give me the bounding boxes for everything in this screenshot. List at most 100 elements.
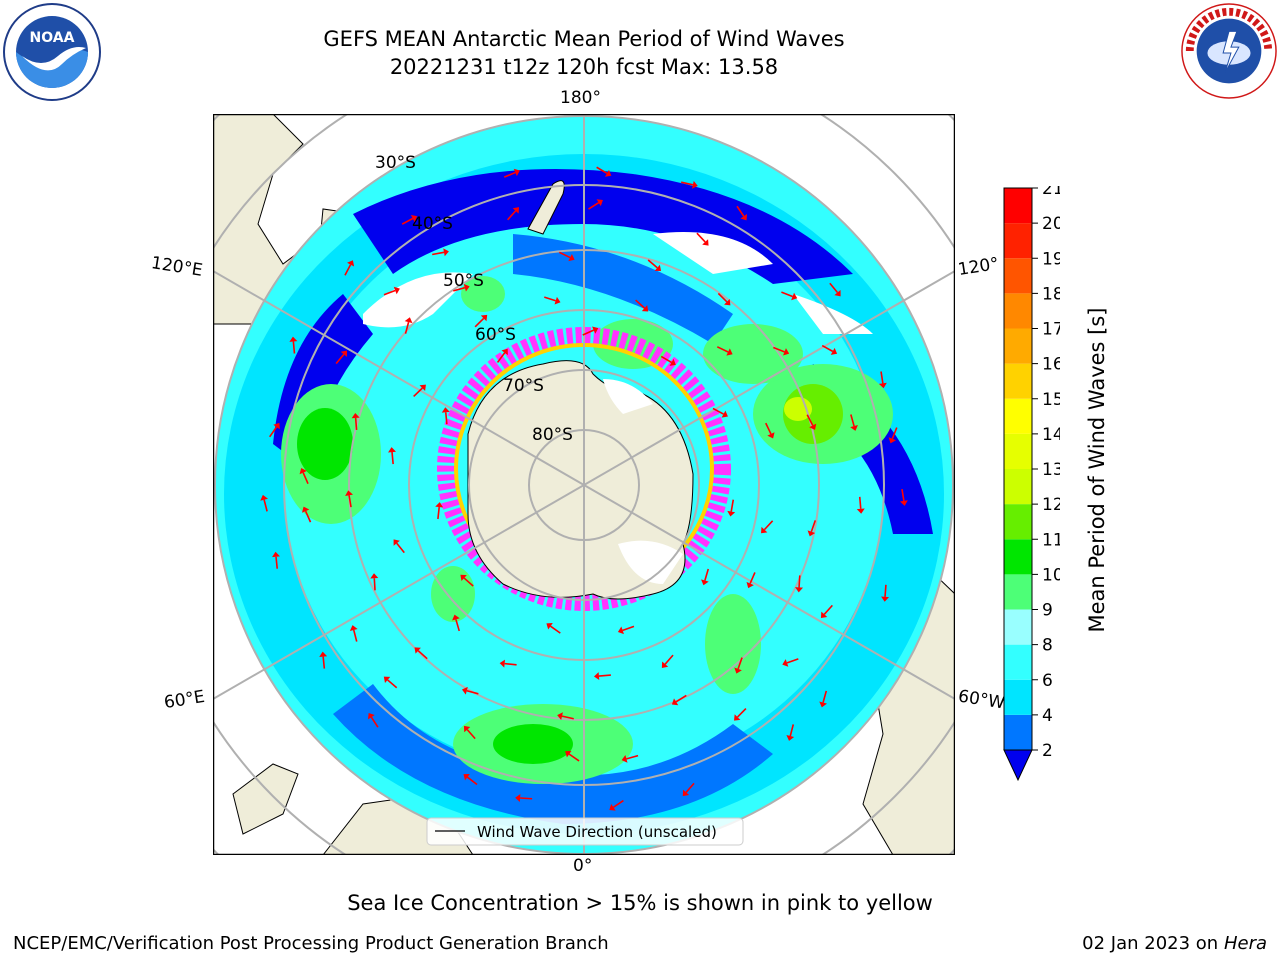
wind-arrow-head <box>783 348 790 356</box>
wind-arrow-shaft <box>737 657 743 670</box>
wind-arrow-head <box>726 348 733 356</box>
wind-arrow-shaft <box>626 754 639 760</box>
wind-arrow-shaft <box>749 572 756 584</box>
wind-arrow-shaft <box>496 352 506 363</box>
wind-arrow-shaft <box>823 604 833 615</box>
wind-arrow-shaft <box>588 202 600 210</box>
wind-arrow-shaft <box>520 797 533 800</box>
wind-arrow-shaft <box>880 371 884 384</box>
wind-arrow-head <box>349 625 358 631</box>
wind-arrow-head <box>347 260 355 267</box>
wind-arrow-head <box>463 283 470 292</box>
wind-arrow-head <box>565 750 572 758</box>
wind-arrow-head <box>260 494 268 501</box>
wind-arrow-shaft <box>685 782 695 793</box>
wind-arrow-head <box>463 774 470 781</box>
colorbar-tick-label: 21 <box>1042 186 1060 199</box>
wind-arrow-shaft <box>507 210 517 221</box>
wind-arrow-shaft <box>463 577 474 587</box>
wind-arrow-head <box>621 754 628 763</box>
wind-arrow-head <box>568 254 575 262</box>
wind-arrow-head <box>721 410 728 418</box>
wind-arrow-head <box>443 248 449 257</box>
wind-arrow-head <box>460 574 467 582</box>
wind-arrow-shaft <box>413 387 423 397</box>
wind-arrow-head <box>682 789 690 797</box>
wind-arrow-head <box>830 347 838 355</box>
colorbar-segment <box>1004 504 1032 540</box>
colorbar-tick-label: 2 <box>1042 741 1053 761</box>
wind-arrow-head <box>546 622 553 630</box>
wind-arrow-shaft <box>444 412 448 425</box>
colorbar-segment <box>1004 609 1032 645</box>
wind-arrow-head <box>888 437 897 444</box>
wind-arrow-head <box>463 725 471 733</box>
lat-label-50s: 50°S <box>443 271 484 291</box>
wind-arrow-head <box>557 712 563 721</box>
wind-arrow-head <box>410 214 418 223</box>
wind-arrow-shaft <box>275 556 279 569</box>
date-host: Hera <box>1223 933 1267 954</box>
wind-arrow-shaft <box>466 729 476 740</box>
wind-arrow-shaft <box>789 724 795 737</box>
wind-arrow-shaft <box>474 317 485 328</box>
wind-arrow-head <box>671 698 679 706</box>
wind-arrow-head <box>727 510 736 517</box>
wind-arrow-head <box>850 424 858 431</box>
wind-arrow-head <box>834 290 841 297</box>
colorbar-tick-label: 11 <box>1042 530 1060 550</box>
wind-arrow-shaft <box>391 452 394 465</box>
wind-arrow-shaft <box>858 496 862 509</box>
colorbar-tick-label: 12 <box>1042 495 1060 515</box>
wind-arrow-head <box>669 358 676 366</box>
lat-label-60s: 60°S <box>475 325 516 345</box>
wind-arrow-shaft <box>696 232 706 243</box>
wind-arrow-shaft <box>401 217 414 225</box>
wind-arrow-shaft <box>810 520 817 532</box>
colorbar-segment <box>1004 223 1032 259</box>
wind-arrow-shaft <box>884 584 887 597</box>
colorbar-tick-label: 17 <box>1042 320 1060 340</box>
wind-arrow-head <box>554 296 561 305</box>
wind-arrow-head <box>734 714 741 721</box>
wind-arrow-shaft <box>352 629 358 642</box>
madagascar-land <box>232 763 299 835</box>
legend-box: Wind Wave Direction (unscaled) <box>426 817 744 846</box>
wind-arrow-shaft <box>736 205 745 217</box>
wind-arrow-head <box>299 468 307 475</box>
wind-arrow-shaft <box>717 292 728 303</box>
wind-arrow-head <box>809 423 817 430</box>
wind-arrow-head <box>820 611 828 618</box>
wind-arrow-head <box>452 614 460 621</box>
wind-arrow-head <box>351 412 360 419</box>
colorbar-tick-label: 19 <box>1042 249 1060 269</box>
colorbar-segment <box>1004 644 1032 680</box>
wind-arrow-shaft <box>736 707 747 718</box>
wind-arrow-shaft <box>622 625 635 632</box>
wind-arrow-shaft <box>850 414 855 427</box>
wind-arrow-head <box>273 422 280 430</box>
wind-arrow-head <box>899 500 908 506</box>
wind-arrow-shaft <box>302 472 309 484</box>
colorbar-segment <box>1004 258 1032 294</box>
wind-arrow-head <box>393 539 400 546</box>
wind-arrow-head <box>319 651 328 658</box>
wind-arrow-shaft <box>660 355 672 364</box>
wind-arrow-shaft <box>763 520 774 531</box>
colorbar-segment <box>1004 363 1032 399</box>
wind-arrow-head <box>807 530 816 537</box>
wind-arrow-head <box>654 264 662 272</box>
colorbar-tick-label: 15 <box>1042 390 1060 410</box>
map-title: GEFS MEAN Antarctic Mean Period of Wind … <box>323 27 845 51</box>
colorbar-tick-label: 8 <box>1042 636 1053 656</box>
lat-label-80s: 80°S <box>532 425 573 445</box>
colorbar-tick-label: 20 <box>1042 214 1060 234</box>
wind-arrow-shaft <box>773 346 785 353</box>
map-subtitle: 20221231 t12z 120h fcst Max: 13.58 <box>389 55 779 79</box>
wind-arrow-shaft <box>821 344 834 353</box>
wind-arrow-shaft <box>730 499 735 512</box>
wind-arrow-head <box>441 407 450 413</box>
wind-arrow-head <box>388 447 397 453</box>
lon-label-60w: 60°W <box>956 686 1007 714</box>
wind-arrows <box>260 166 908 811</box>
